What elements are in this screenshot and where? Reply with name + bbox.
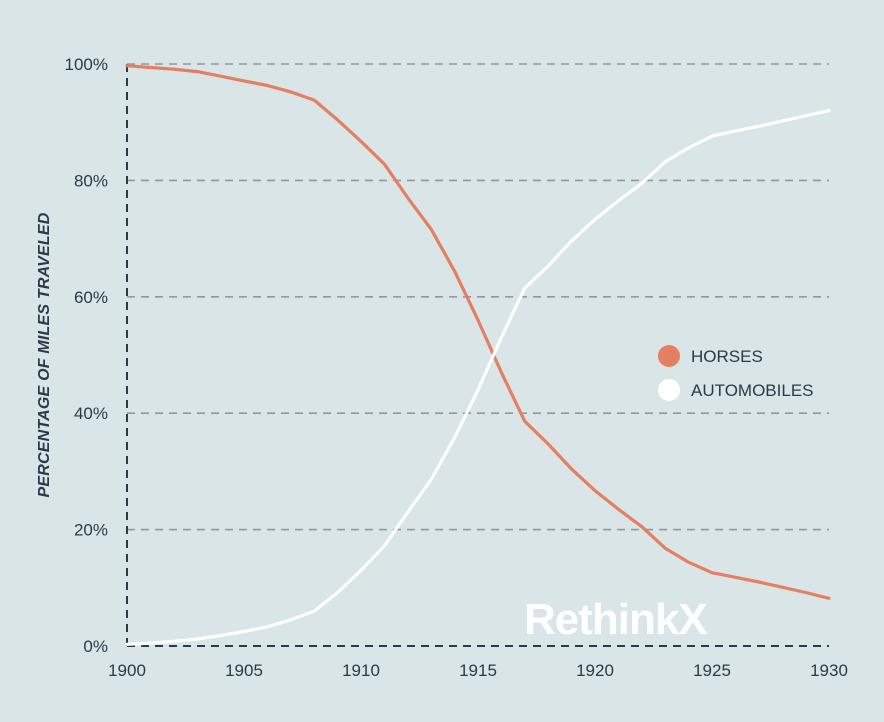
logo-text: RethinkX: [524, 595, 707, 644]
y-tick-label: 0%: [83, 637, 108, 656]
y-tick-label: 60%: [74, 288, 108, 307]
x-tick-label: 1910: [342, 661, 380, 680]
legend-label: HORSES: [691, 347, 763, 366]
legend-label: AUTOMOBILES: [691, 381, 814, 400]
x-tick-label: 1905: [225, 661, 263, 680]
legend-marker-automobiles: [658, 379, 680, 401]
y-tick-labels: 0% 20% 40% 60% 80% 100%: [65, 55, 108, 656]
x-tick-label: 1920: [576, 661, 614, 680]
axes: [126, 64, 829, 647]
x-tick-labels: 1900 1905 1910 1915 1920 1925 1930: [108, 661, 848, 680]
grid-lines: [127, 63, 829, 531]
series-lines: [125, 64, 831, 646]
series-line-horses: [125, 64, 831, 600]
y-tick-label: 40%: [74, 404, 108, 423]
y-tick-label: 100%: [65, 55, 108, 74]
y-tick-label: 20%: [74, 521, 108, 540]
legend-marker-horses: [658, 345, 680, 367]
y-tick-label: 80%: [74, 171, 108, 190]
series-line-automobiles: [125, 109, 831, 646]
x-tick-label: 1925: [693, 661, 731, 680]
x-tick-label: 1915: [459, 661, 497, 680]
rethinkx-logo: RethinkX: [524, 595, 708, 644]
legend: HORSES AUTOMOBILES: [658, 345, 814, 401]
x-tick-label: 1900: [108, 661, 146, 680]
y-axis-title: PERCENTAGE OF MILES TRAVELED: [36, 212, 53, 497]
x-tick-label: 1930: [810, 661, 848, 680]
